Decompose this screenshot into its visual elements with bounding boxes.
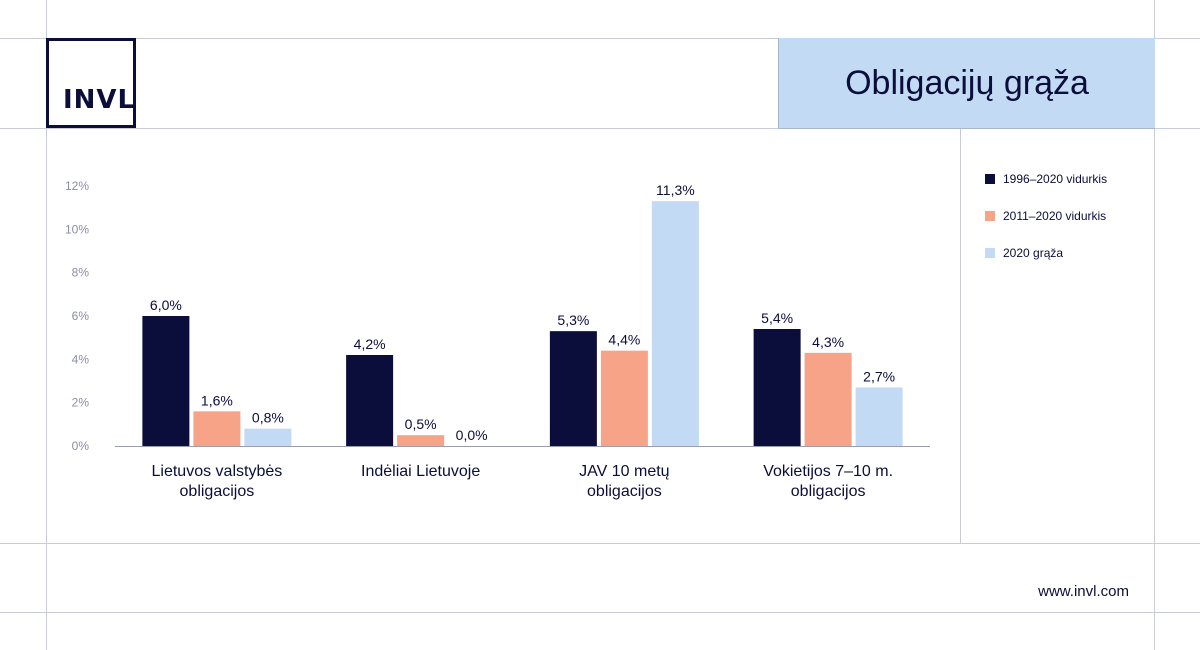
data-label: 6,0% bbox=[150, 297, 182, 313]
legend-divider bbox=[960, 128, 961, 543]
chart-title: Obligacijų grąža bbox=[845, 63, 1089, 102]
legend-swatch bbox=[985, 210, 995, 221]
category-label-line: Indėliai Lietuvoje bbox=[361, 463, 480, 480]
bar bbox=[753, 329, 801, 446]
y-tick-label: 10% bbox=[65, 222, 89, 236]
frame-line-header bbox=[0, 128, 1200, 129]
bar bbox=[855, 387, 903, 446]
legend-item: 1996–2020 vidurkis bbox=[962, 160, 1152, 197]
data-label: 0,8% bbox=[252, 410, 284, 426]
bar bbox=[397, 435, 445, 446]
category-label-line: obligacijos bbox=[587, 483, 662, 500]
data-label: 4,2% bbox=[354, 336, 386, 352]
bar bbox=[142, 316, 190, 446]
frame-line-top bbox=[0, 38, 1200, 39]
bar bbox=[549, 331, 597, 446]
bar bbox=[346, 355, 394, 446]
category-label: Lietuvos valstybės obligacijos bbox=[152, 463, 283, 500]
legend-swatch bbox=[985, 173, 995, 184]
data-label: 0,5% bbox=[405, 416, 437, 432]
legend-label: 2020 grąža bbox=[1003, 245, 1064, 260]
bar bbox=[244, 428, 292, 446]
y-tick-label: 4% bbox=[72, 352, 90, 366]
frame-line-left bbox=[46, 0, 47, 650]
data-label: 4,3% bbox=[812, 334, 844, 350]
bar-chart: 0% 2% 4% 6% 8% 10% 12% 6,0% 1,6% 0,8% Lietuvos val… bbox=[65, 179, 930, 500]
y-tick-label: 0% bbox=[72, 439, 90, 453]
frame-line-footer bbox=[0, 612, 1200, 613]
data-label: 2,7% bbox=[863, 369, 895, 385]
category-label: JAV 10 metų obligacijos bbox=[579, 463, 670, 500]
category-label: Indėliai Lietuvoje bbox=[361, 463, 480, 480]
frame-line-right bbox=[1154, 0, 1155, 650]
category-label-line: JAV 10 metų bbox=[579, 463, 670, 480]
bar bbox=[804, 352, 852, 446]
bar bbox=[651, 201, 699, 446]
category-label-line: obligacijos bbox=[180, 483, 255, 500]
y-tick-label: 2% bbox=[72, 396, 90, 410]
bar bbox=[600, 350, 648, 446]
legend-label: 1996–2020 vidurkis bbox=[1003, 171, 1108, 186]
logo-text: INVL bbox=[63, 85, 136, 115]
invl-logo: INVL bbox=[46, 38, 136, 128]
title-box: Obligacijų grąža bbox=[778, 38, 1155, 129]
legend-item: 2020 grąža bbox=[962, 234, 1152, 271]
category-label-line: obligacijos bbox=[791, 483, 866, 500]
category-label: Vokietijos 7–10 m. obligacijos bbox=[763, 463, 893, 500]
y-tick-label: 12% bbox=[65, 179, 89, 193]
data-label: 5,3% bbox=[557, 312, 589, 328]
data-label: 1,6% bbox=[201, 392, 233, 408]
y-tick-label: 6% bbox=[72, 309, 90, 323]
frame-line-chart-bottom bbox=[0, 543, 1200, 544]
data-label: 5,4% bbox=[761, 310, 793, 326]
chart-legend: 1996–2020 vidurkis 2011–2020 vidurkis 2020… bbox=[962, 160, 1152, 271]
category-label-line: Vokietijos 7–10 m. bbox=[763, 463, 893, 480]
footer-url: www.invl.com bbox=[1038, 583, 1129, 600]
data-label: 11,3% bbox=[656, 182, 695, 198]
bar bbox=[193, 411, 241, 446]
legend-label: 2011–2020 vidurkis bbox=[1003, 208, 1107, 223]
legend-swatch bbox=[985, 247, 995, 258]
y-tick-label: 8% bbox=[72, 266, 90, 280]
category-label-line: Lietuvos valstybės bbox=[152, 463, 283, 480]
legend-item: 2011–2020 vidurkis bbox=[962, 197, 1152, 234]
data-label: 4,4% bbox=[608, 332, 640, 348]
data-label: 0,0% bbox=[456, 427, 488, 443]
